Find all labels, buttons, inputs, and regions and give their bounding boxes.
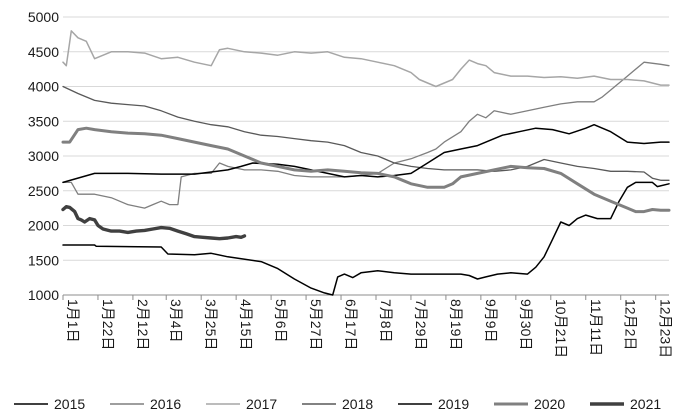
- legend-label-2015: 2015: [54, 396, 85, 412]
- legend: 2015 2016 2017 2018 2019 2020 2021: [14, 396, 661, 412]
- legend-label-2021: 2021: [630, 396, 661, 412]
- x-tick-label: 3月4日: [168, 299, 184, 343]
- legend-label-2019: 2019: [438, 396, 469, 412]
- x-tick-label: 12月2日: [623, 299, 639, 350]
- x-tick-label: 12月23日: [658, 299, 674, 358]
- series-line-2020: [61, 126, 671, 214]
- series-line-2019: [62, 123, 670, 184]
- series-line-2017: [62, 30, 670, 88]
- y-tick-label: 3500: [28, 113, 59, 129]
- series-line-2018: [62, 85, 670, 181]
- legend-label-2020: 2020: [534, 396, 565, 412]
- x-tick-label: 2月12日: [135, 299, 151, 350]
- y-tick-label: 4000: [28, 79, 59, 95]
- y-tick-label: 5000: [28, 9, 59, 25]
- x-axis-ticks: 1月1日 1月22日 2月12日 3月4日 3月25日 4月15日 5月6日 5月27日 6月1…: [62, 295, 674, 358]
- x-tick-label: 3月25日: [203, 299, 219, 350]
- y-tick-label: 3000: [28, 148, 59, 164]
- y-tick-label: 1500: [28, 252, 59, 268]
- x-tick-label: 7月8日: [378, 299, 394, 343]
- y-tick-label: 1000: [28, 287, 59, 303]
- series-line-2015: [62, 181, 670, 296]
- x-tick-label: 7月29日: [413, 299, 429, 350]
- y-axis-ticks: 5000 4500 4000 3500 3000 2500 2000 1500 1000: [28, 9, 59, 303]
- legend-label-2017: 2017: [246, 396, 277, 412]
- y-tick-label: 4500: [28, 44, 59, 60]
- x-tick-label: 10月21日: [553, 299, 569, 358]
- x-tick-label: 5月27日: [308, 299, 324, 350]
- y-tick-label: 2000: [28, 218, 59, 234]
- series-line-2021: [61, 205, 247, 241]
- y-tick-label: 2500: [28, 183, 59, 199]
- x-tick-label: 11月11日: [588, 299, 604, 356]
- x-tick-label: 8月19日: [448, 299, 464, 350]
- legend-label-2016: 2016: [150, 396, 181, 412]
- legend-label-2018: 2018: [342, 396, 373, 412]
- x-tick-label: 5月6日: [273, 299, 289, 343]
- series-layer: [61, 30, 671, 296]
- x-tick-label: 1月22日: [100, 299, 116, 350]
- x-tick-label: 9月9日: [483, 299, 499, 343]
- x-tick-label: 6月17日: [343, 299, 359, 350]
- x-tick-label: 1月1日: [65, 299, 81, 343]
- x-tick-label: 4月15日: [238, 299, 254, 350]
- x-tick-label: 9月30日: [518, 299, 534, 350]
- grid-layer: [63, 16, 669, 296]
